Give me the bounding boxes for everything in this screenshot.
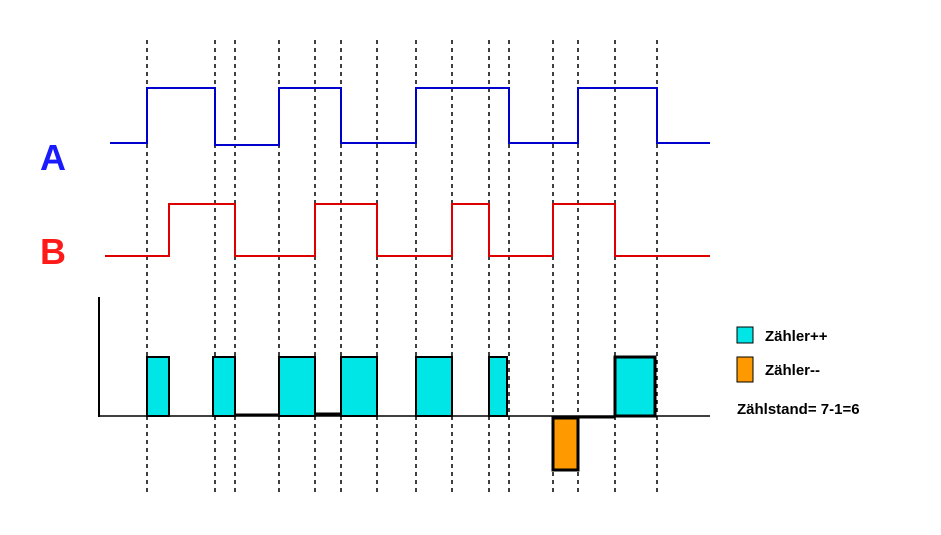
- pulses: [146, 355, 657, 472]
- legend-swatch: [736, 326, 754, 344]
- signal-b: [105, 203, 710, 257]
- legend-note: Zählstand= 7-1=6: [737, 401, 860, 418]
- signal-a: [110, 87, 710, 146]
- legend-label: Zähler++: [765, 328, 828, 345]
- legend-swatch: [736, 356, 754, 383]
- legend-label: Zähler--: [765, 362, 820, 379]
- signal-b-label: B: [40, 231, 66, 272]
- dashed-guides: [146, 40, 658, 495]
- signal-a-label: A: [40, 137, 66, 178]
